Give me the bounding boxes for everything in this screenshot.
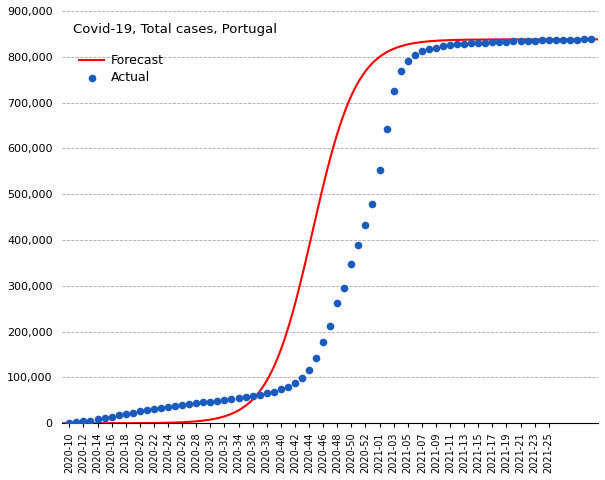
Actual: [234, 394, 243, 402]
Actual: [466, 40, 476, 48]
Actual: [452, 40, 462, 48]
Actual: [276, 385, 286, 393]
Actual: [572, 36, 582, 43]
Actual: [347, 260, 356, 268]
Actual: [544, 36, 554, 44]
Actual: [403, 57, 413, 65]
Actual: [93, 416, 102, 423]
Actual: [459, 40, 469, 48]
Actual: [198, 398, 208, 406]
Actual: [586, 36, 596, 43]
Actual: [227, 395, 237, 403]
Actual: [297, 374, 307, 382]
Actual: [114, 412, 123, 420]
Actual: [121, 410, 131, 418]
Actual: [515, 37, 525, 45]
Text: Covid-19, Total cases, Portugal: Covid-19, Total cases, Portugal: [73, 24, 277, 36]
Actual: [551, 36, 561, 44]
Actual: [71, 418, 81, 426]
Actual: [494, 38, 504, 46]
Actual: [262, 390, 272, 397]
Actual: [255, 391, 264, 399]
Actual: [368, 201, 378, 208]
Actual: [537, 36, 546, 44]
Actual: [241, 393, 250, 401]
Actual: [212, 397, 222, 405]
Actual: [170, 402, 180, 409]
Actual: [269, 388, 279, 396]
Actual: [502, 38, 511, 46]
Actual: [353, 241, 363, 249]
Forecast: [601, 36, 605, 42]
Actual: [579, 36, 589, 43]
Forecast: [108, 420, 115, 426]
Actual: [389, 87, 399, 95]
Actual: [565, 36, 575, 44]
Forecast: [274, 355, 281, 361]
Actual: [445, 41, 455, 49]
Actual: [206, 398, 215, 406]
Actual: [128, 409, 137, 417]
Forecast: [51, 420, 59, 426]
Actual: [311, 354, 321, 361]
Actual: [480, 39, 490, 47]
Actual: [325, 322, 335, 330]
Legend: Forecast, Actual: Forecast, Actual: [79, 54, 163, 84]
Actual: [488, 38, 497, 46]
Actual: [473, 39, 483, 47]
Actual: [332, 300, 342, 307]
Actual: [523, 37, 532, 45]
Actual: [424, 45, 434, 53]
Actual: [135, 408, 145, 415]
Actual: [361, 221, 370, 229]
Actual: [438, 42, 448, 50]
Forecast: [480, 36, 488, 42]
Actual: [107, 413, 117, 420]
Forecast: [429, 38, 436, 44]
Actual: [65, 419, 74, 426]
Actual: [558, 36, 567, 44]
Actual: [530, 37, 540, 45]
Actual: [431, 44, 441, 51]
Actual: [185, 400, 194, 408]
Actual: [382, 125, 391, 132]
Actual: [396, 67, 405, 75]
Actual: [248, 392, 258, 400]
Actual: [339, 284, 349, 292]
Actual: [283, 383, 293, 390]
Actual: [220, 396, 229, 404]
Actual: [142, 407, 152, 414]
Line: Forecast: Forecast: [55, 39, 605, 423]
Actual: [149, 405, 159, 413]
Actual: [156, 404, 166, 412]
Actual: [100, 414, 110, 422]
Actual: [318, 338, 328, 346]
Actual: [79, 418, 88, 425]
Actual: [177, 401, 187, 408]
Forecast: [490, 36, 497, 42]
Actual: [374, 167, 384, 174]
Actual: [417, 48, 427, 55]
Actual: [86, 417, 96, 424]
Actual: [509, 37, 518, 45]
Actual: [290, 379, 299, 386]
Actual: [163, 403, 173, 410]
Actual: [191, 399, 201, 407]
Forecast: [294, 292, 301, 298]
Actual: [410, 51, 420, 59]
Actual: [304, 366, 314, 374]
